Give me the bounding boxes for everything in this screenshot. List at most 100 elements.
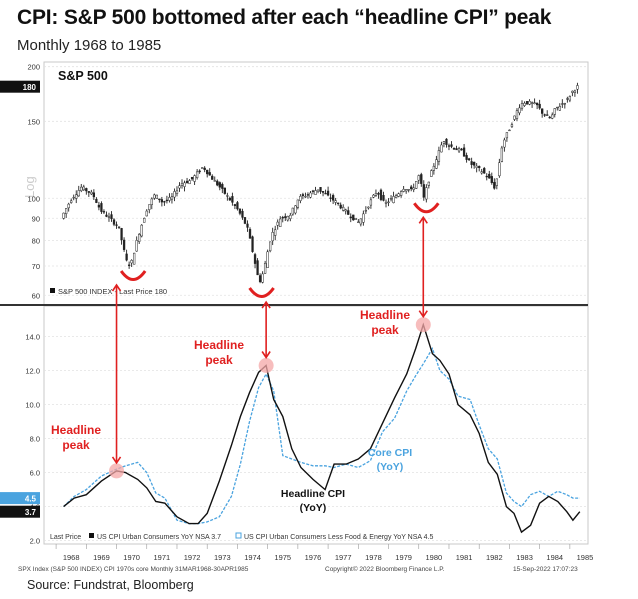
x-tick-label: 1974 [244, 553, 261, 562]
sp500-candle-body [367, 206, 370, 209]
sp500-candle-body [233, 204, 237, 206]
sp500-candle-body [95, 199, 98, 203]
peak-annotation-1970-sub: peak [62, 438, 90, 452]
x-tick-label: 1985 [577, 553, 594, 562]
sp500-candle-body [551, 114, 554, 119]
x-tick-label: 1979 [395, 553, 412, 562]
sp500-candle-body [90, 191, 93, 195]
sp500-ytick-label: 80 [32, 237, 40, 246]
sp500-last-price-badge: 180 [23, 83, 37, 92]
headline-cpi-line [63, 322, 581, 534]
meta-left: SPX Index (S&P 500 INDEX) CPI 1970s core… [18, 566, 249, 573]
sp500-candle-body [480, 171, 483, 174]
sp500-candle-body [407, 189, 410, 191]
sp500-candle-body [193, 175, 196, 182]
sp500-candle-body [301, 194, 305, 196]
sp500-candle-body [392, 196, 395, 204]
x-tick-label: 1981 [456, 553, 473, 562]
sp500-candle-body [70, 200, 73, 203]
sp500-candle-body [274, 229, 277, 236]
sp500-candle-body [246, 223, 249, 228]
sp500-candle-body [266, 251, 269, 268]
sp500-candle-body [85, 188, 88, 192]
sp500-candle-body [279, 218, 282, 227]
sp500-candle-body [75, 194, 78, 199]
sp500-candle-body [148, 204, 151, 210]
sp500-candle-body [153, 194, 156, 199]
sp500-candle-body [546, 114, 549, 116]
sp500-candle-body [82, 186, 85, 191]
sp500-candle-body [72, 196, 75, 199]
sp500-candle-body [221, 184, 224, 189]
sp500-candle-body [364, 210, 368, 212]
arrow-head-up [261, 300, 271, 309]
sp500-candle-body [422, 184, 425, 198]
sp500-candle-body [80, 186, 83, 192]
sp500-candle-body [561, 103, 564, 105]
sp500-ytick-label: 60 [32, 291, 40, 300]
sp500-candle-body [261, 273, 264, 283]
sp500-candle-body [218, 182, 221, 188]
sp500-candle-body [143, 218, 146, 223]
sp500-candle-body [432, 165, 436, 171]
sp500-candle-body [485, 175, 488, 178]
sp500-legend: S&P 500 INDEX - Last Price 180 [58, 287, 167, 296]
sp500-candle-body [304, 196, 307, 198]
x-tick-label: 1973 [214, 553, 231, 562]
sp500-candle-body [180, 183, 184, 186]
sp500-candle-body [170, 196, 174, 200]
sp500-candle-body [541, 108, 544, 114]
sp500-candle-body [65, 208, 68, 215]
sp500-candle-body [347, 210, 350, 215]
sp500-candle-body [462, 147, 466, 157]
sp500-candle-body [372, 194, 375, 198]
sp500-candle-body [195, 171, 199, 178]
sp500-candle-body [125, 253, 128, 261]
sp500-candle-body [558, 106, 561, 111]
x-tick-label: 1968 [63, 553, 80, 562]
sp500-candle-body [140, 224, 143, 237]
sp500-candle-body [145, 210, 148, 217]
sp500-candle-body [402, 188, 405, 192]
sp500-candle-body [324, 192, 327, 195]
sp500-candle-body [263, 262, 267, 274]
sp500-candle-body [334, 200, 337, 203]
sp500-candle-body [223, 187, 226, 194]
sp500-candle-body [571, 90, 574, 93]
arrow-head-down [261, 351, 271, 359]
sp500-candle-body [535, 102, 539, 106]
sp500-candle-body [160, 199, 164, 203]
sp500-candle-body [553, 108, 556, 115]
sp500-candle-body [281, 217, 284, 219]
sp500-panel-title: S&P 500 [58, 69, 108, 83]
sp500-candle-body [127, 264, 131, 266]
sp500-candle-body [175, 190, 179, 194]
sp500-candle-body [188, 180, 191, 185]
sp500-candle-body [498, 162, 501, 177]
sp500-candle-body [251, 236, 254, 252]
sp500-candle-body [226, 195, 229, 197]
sp500-candle-body [198, 170, 201, 173]
sp500-candle-body [397, 193, 400, 197]
sp500-candle-body [256, 260, 259, 276]
sp500-candle-body [488, 173, 491, 179]
sp500-candle-body [382, 195, 385, 201]
sp500-candle-body [296, 199, 300, 208]
x-tick-label: 1984 [546, 553, 563, 562]
sp500-candle-body [566, 98, 569, 100]
sp500-candle-body [450, 144, 453, 147]
sp500-candle-body [563, 103, 566, 105]
sp500-candle-body [508, 129, 511, 132]
sp500-candle-body [122, 239, 126, 250]
sp500-candle-body [329, 197, 332, 199]
cpi-ytick-label: 14.0 [25, 333, 40, 342]
sp500-candle-body [168, 197, 171, 201]
x-tick-label: 1977 [335, 553, 352, 562]
x-tick-label: 1983 [516, 553, 533, 562]
sp500-candle-body [455, 148, 458, 151]
headline-legend-swatch [89, 533, 94, 538]
core-legend-swatch [235, 532, 242, 539]
arrow-head-down [418, 310, 428, 319]
sp500-candle-body [258, 275, 262, 282]
sp500-candle-body [442, 141, 446, 144]
